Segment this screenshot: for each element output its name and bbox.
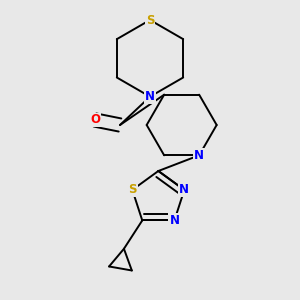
Text: N: N [179, 183, 189, 196]
Text: O: O [90, 113, 100, 127]
Text: S: S [146, 14, 154, 26]
Text: S: S [128, 183, 136, 196]
Text: N: N [169, 214, 179, 227]
Text: N: N [145, 90, 155, 103]
Text: N: N [194, 149, 204, 162]
